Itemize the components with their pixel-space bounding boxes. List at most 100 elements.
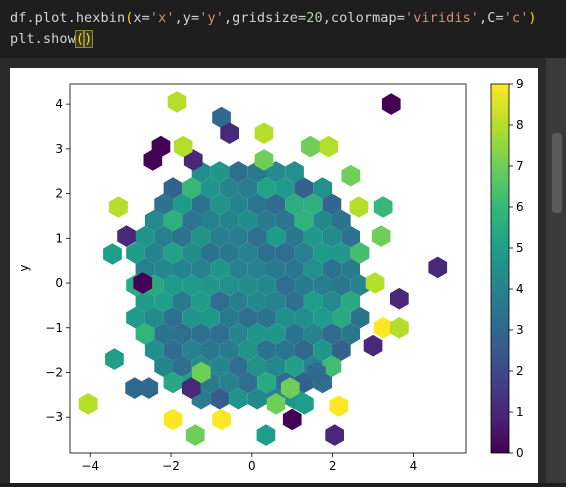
hexbin-cell [285,323,304,345]
hexbin-cell [201,306,220,329]
hexbin-cell [275,209,295,232]
hexbin-cell [301,135,320,158]
hexbin-cell [173,135,193,158]
colorbar-tick-label: 6 [516,200,524,214]
hexbin-cell [173,323,192,345]
hexbin-cell [266,290,286,313]
hexbin-cells [78,91,448,446]
hexbin-cell [303,258,323,280]
hexbin-cell [371,225,391,247]
hexbin-cell [238,177,258,199]
hexbin-cell [303,225,323,248]
x-tick-label: 4 [410,459,418,473]
hexbin-cell [373,196,393,218]
hexbin-cell [191,193,211,216]
hexbin-cell [322,258,342,280]
hexbin-cell [126,242,145,264]
hexbin-cell [247,225,267,248]
hexbin-cell [257,371,276,394]
hexbin-cell [126,306,145,329]
hexbin-cell [173,290,192,313]
hexbin-cell [294,209,314,232]
hexbin-cell [363,334,383,357]
hexbin-cell [247,193,267,216]
code-line-2: plt.show() [10,30,94,48]
hexbin-cell [229,258,248,280]
hexbin-cell [144,339,164,361]
hexbin-cell [238,209,258,232]
hexbin-cell [219,306,239,329]
hexbin-cell [117,225,136,247]
hexbin-cell [182,242,201,264]
hexbin-cell [303,323,323,345]
hexbin-cell [322,355,342,378]
code-cell[interactable]: df.plot.hexbin(x='x',y='y',gridsize=20,c… [0,0,566,58]
hexbin-cell [163,371,183,394]
y-tick-label: −2 [45,365,63,379]
matched-paren-close: ) [83,30,94,48]
output-scrollbar[interactable] [546,58,566,483]
hexbin-cell [143,149,163,171]
hexbin-cell [332,274,351,297]
hexbin-cell [238,274,258,297]
hexbin-cell [163,274,183,297]
hexbin-cell [78,393,98,415]
hexbin-cell [219,242,239,264]
x-tick-label: 0 [248,459,256,473]
hexbin-cell [428,256,448,279]
hexbin-cell [319,135,338,158]
hexbin-chart: −4 −2 0 2 4 −3 −2 −1 0 1 2 3 4 y 0 1 2 3 4 5 6 7 8 9 [17,77,524,473]
hexbin-cell [332,306,351,329]
y-tick-label: −3 [45,410,63,424]
hexbin-cell [313,306,332,329]
hexbin-cell [257,339,276,361]
hexbin-cell [173,355,192,378]
hexbin-cell [313,177,332,199]
hexbin-cell [313,274,332,297]
hexbin-cell [191,290,211,313]
hexbin-cell [173,258,192,280]
hexbin-cell [183,149,203,171]
hexbin-cell [313,339,332,361]
hexbin-cell [192,361,211,384]
hexbin-cell [182,274,201,297]
hexbin-cell [365,272,385,294]
hexbin-cell [266,355,286,378]
hexbin-cell [173,193,192,216]
hexbin-cell [285,258,304,280]
hexbin-cell [257,177,276,199]
hexbin-cell [238,339,258,361]
hexbin-cell [257,209,276,232]
hexbin-cell [332,209,351,232]
hexbin-cell [229,387,248,410]
hexbin-cell [350,242,370,264]
colorbar-tick-label: 3 [516,323,524,337]
hexbin-cell [219,339,239,361]
hexbin-cell [135,225,155,248]
hexbin-cell [103,243,122,265]
hexbin-cell [182,209,201,232]
hexbin-cell [341,225,360,248]
y-axis-ticks: −3 −2 −1 0 1 2 3 4 [45,97,70,424]
scrollbar-thumb[interactable] [552,133,562,213]
hexbin-cell [163,242,183,264]
hexbin-cell [322,290,342,313]
hexbin-cell [285,225,304,248]
hexbin-cell [257,242,276,264]
hexbin-cell [125,377,144,399]
hexbin-cell [247,387,267,410]
colorbar-tick-label: 2 [516,364,524,378]
hexbin-cell [247,290,267,313]
hexbin-cell [266,393,286,415]
hexbin-cell [266,225,286,248]
hexbin-cell [229,193,248,216]
hexbin-cell [201,177,220,199]
hexbin-cell [135,323,155,345]
hexbin-cell [163,209,183,232]
hexbin-cell [182,177,201,199]
hexbin-cell [295,393,314,415]
hexbin-cell [185,424,205,446]
colorbar-tick-label: 1 [516,405,524,419]
hexbin-cell [212,408,231,431]
hexbin-cell [325,424,344,446]
